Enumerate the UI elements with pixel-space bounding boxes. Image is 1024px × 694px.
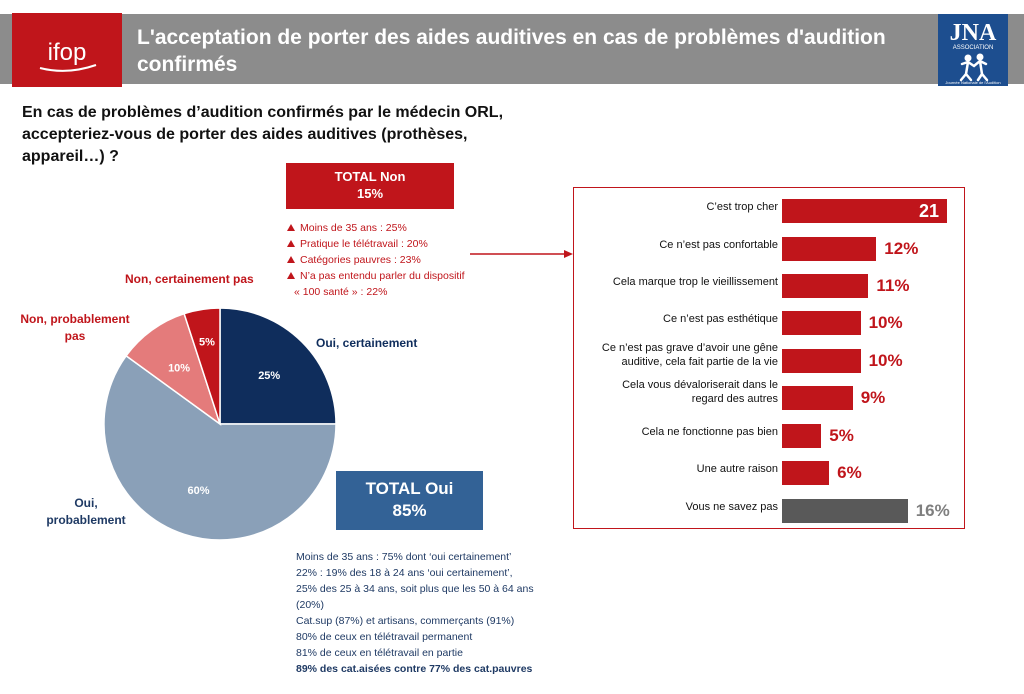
oui-detail-item: 25% des 25 à 34 ans, soit plus que les 5…: [296, 583, 534, 595]
legend-non-certainement-pas: Non, certainement pas: [125, 272, 254, 286]
bar-value-label: 16%: [915, 501, 950, 520]
bar-value-label: 12%: [884, 239, 919, 258]
oui-detail-item-highlight: 89% des cat.aisées contre 77% des cat.pa…: [296, 663, 533, 675]
legend-non-probablement-pas: Non, probablement pas: [20, 312, 130, 343]
bar: [782, 461, 830, 485]
jna-logo-caption: Journée Nationale de l'Audition: [945, 80, 1000, 85]
non-detail-item-cont: « 100 santé » : 22%: [294, 286, 388, 298]
ifop-logo-text: ifop: [48, 39, 87, 66]
total-oui-details: Moins de 35 ans : 75% dont ‘oui certaine…: [296, 549, 626, 677]
total-non-value: 15%: [356, 186, 384, 201]
non-detail-item: Pratique le télétravail : 20%: [287, 236, 527, 252]
survey-question: En cas de problèmes d’audition confirmés…: [22, 104, 504, 165]
pie-slice-label: 60%: [187, 485, 209, 497]
legend-oui-certainement: Oui, certainement: [316, 336, 418, 350]
non-detail-item: N’a pas entendu parler du dispositif: [287, 268, 527, 284]
oui-detail-item: 80% de ceux en télétravail permanent: [296, 631, 473, 643]
pie-slice: [125, 312, 222, 426]
bar-value-label: 10%: [868, 351, 903, 370]
bar: [782, 274, 869, 298]
pie-slice-label: 25%: [258, 370, 280, 382]
bar-value-label: 5%: [829, 426, 854, 445]
triangle-icon: [287, 256, 295, 263]
triangle-icon: [287, 272, 295, 279]
page-title: L'acceptation de porter des aides auditi…: [137, 26, 886, 76]
oui-detail-item: Moins de 35 ans : 75% dont ‘oui certaine…: [296, 551, 512, 563]
bar: [782, 424, 822, 448]
bar-value-label: 11%: [876, 276, 910, 295]
non-detail-item: Moins de 35 ans : 25%: [287, 220, 527, 236]
pie-slice-label: 10%: [168, 363, 190, 375]
jna-logo: JNA ASSOCIATION Journée Nationale de l'A…: [938, 14, 1008, 86]
pie-slice: [103, 354, 337, 541]
oui-detail-item: Cat.sup (87%) et artisans, commerçants (…: [296, 615, 515, 627]
bar: [782, 349, 861, 373]
oui-detail-item: (20%): [296, 599, 325, 611]
oui-detail-item: 22% : 19% des 18 à 24 ans ‘oui certainem…: [296, 567, 513, 579]
bar-category-label: Ce n’est pas grave d’avoir une gêne audit…: [601, 342, 778, 368]
bar-value-label: 6%: [837, 463, 862, 482]
bar-category-label: Ce n’est pas esthétique: [663, 313, 778, 325]
total-oui-value: 85%: [392, 501, 427, 520]
bar-category-label: Une autre raison: [696, 463, 778, 475]
total-non-label: TOTAL Non: [334, 169, 406, 184]
header-bar: [0, 14, 1024, 84]
bar: [782, 237, 877, 261]
total-non-details: Moins de 35 ans : 25% Pratique le télétr…: [287, 220, 527, 300]
jna-logo-text: JNA: [950, 20, 997, 46]
total-non-box: TOTAL Non 15%: [286, 163, 454, 209]
triangle-icon: [287, 240, 295, 247]
ifop-logo: ifop: [12, 13, 122, 87]
reasons-bar-chart: C’est trop cher 21 Ce n’est pas confortabl…: [573, 187, 965, 529]
non-detail-item: Catégories pauvres : 23%: [287, 252, 527, 268]
triangle-icon: [287, 224, 295, 231]
bar-category-label: Ce n’est pas confortable: [659, 239, 778, 251]
bar: [782, 199, 947, 223]
bar-category-label: Cela marque trop le vieillissement: [612, 276, 778, 288]
bar-category-label: C’est trop cher: [706, 201, 778, 213]
bar-value-label: 10%: [868, 313, 903, 332]
bar-value-label: 21: [919, 201, 940, 221]
bar: [782, 499, 908, 523]
pie-slice: [219, 307, 337, 425]
bar: [782, 311, 861, 335]
bar-category-label: Cela vous dévaloriserait dans le regard d…: [622, 379, 778, 405]
oui-detail-item: 81% de ceux en télétravail en partie: [296, 647, 463, 659]
bar-category-label: Vous ne savez pas: [685, 501, 778, 513]
total-oui-label: TOTAL Oui: [365, 479, 454, 498]
jna-logo-sub: ASSOCIATION: [953, 45, 994, 51]
pie-slice-label: 5%: [199, 337, 215, 349]
total-oui-box: TOTAL Oui 85%: [336, 471, 483, 530]
bar: [782, 386, 853, 410]
bar-value-label: 9%: [860, 388, 886, 407]
legend-oui-probablement: Oui, probablement: [46, 496, 126, 527]
pie-slice: [183, 307, 221, 425]
bar-category-label: Cela ne fonctionne pas bien: [641, 426, 778, 438]
